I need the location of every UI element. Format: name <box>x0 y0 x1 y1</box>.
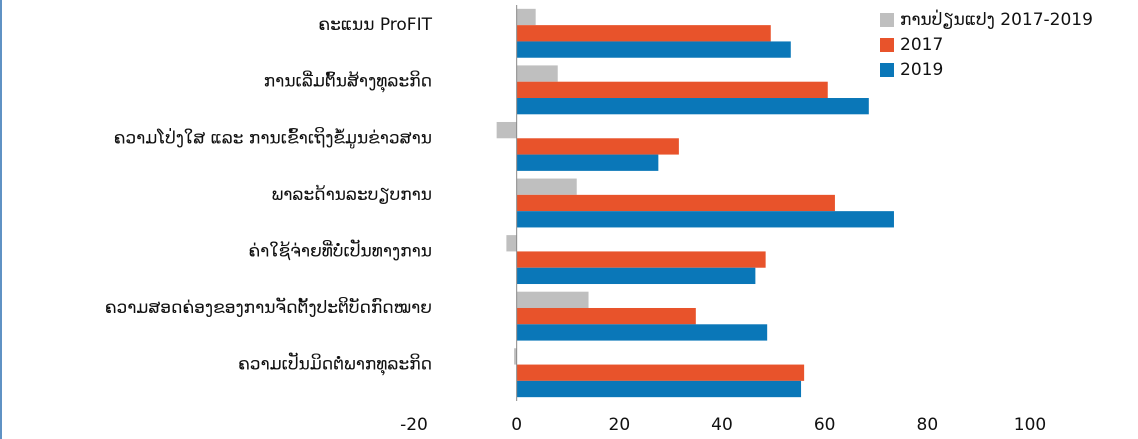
bar <box>516 138 679 155</box>
bar <box>516 41 791 58</box>
legend-swatch <box>880 13 894 27</box>
bar <box>514 348 517 365</box>
bar <box>516 251 766 268</box>
y-tick-label: ຄະແນນ ProFIT <box>318 15 432 35</box>
bar <box>516 194 835 212</box>
x-tick-label: 100 <box>1014 415 1046 435</box>
y-tick-label: ຄວາມເປັນມິດຕໍ່ພາກທຸລະກິດ <box>238 351 432 377</box>
bar <box>516 211 894 228</box>
bar <box>516 154 659 171</box>
legend-swatch <box>880 38 894 52</box>
x-tick-label: -20 <box>400 415 428 435</box>
legend-label: 2019 <box>900 60 943 80</box>
x-tick-label: 0 <box>511 415 522 435</box>
bar <box>516 307 696 325</box>
legend-label: ການປ່ຽນແປງ 2017-2019 <box>900 8 1093 30</box>
y-tick-label: ການເລີ່ມຕົ້ນສ້າງທຸລະກິດ <box>264 70 432 94</box>
bar <box>496 121 517 139</box>
y-tick-label: ພາລະດ້ານລະບຽບການ <box>272 184 432 205</box>
bar <box>516 65 558 82</box>
x-tick-label: 80 <box>917 415 939 435</box>
bar <box>516 81 828 99</box>
y-tick-label: ຄວາມສອດຄ່ອງຂອງການຈັດຕັ້ງປະຕິບັດກົດໝາຍ <box>105 296 432 318</box>
x-tick-label: 60 <box>814 415 836 435</box>
bar <box>516 364 805 381</box>
y-tick-label: ຄວາມໂປ່ງໃສ ແລະ ການເຂົ້າເຖິງຂໍ້ມູນຂ່າວສານ <box>114 126 432 148</box>
bar <box>516 267 756 285</box>
bar <box>516 324 768 341</box>
legend-swatch <box>880 63 894 77</box>
y-tick-label: ຄ່າໃຊ້ຈ່າຍທີ່ບໍ່ເປັນທາງການ <box>248 238 432 262</box>
bar <box>516 98 869 115</box>
x-tick-label: 40 <box>711 415 733 435</box>
bar <box>516 8 536 26</box>
bar <box>516 291 589 308</box>
bar <box>506 235 517 252</box>
bar <box>516 380 802 398</box>
x-tick-label: 20 <box>609 415 631 435</box>
bar <box>516 178 577 195</box>
legend-label: 2017 <box>900 35 943 55</box>
bar <box>516 25 771 42</box>
